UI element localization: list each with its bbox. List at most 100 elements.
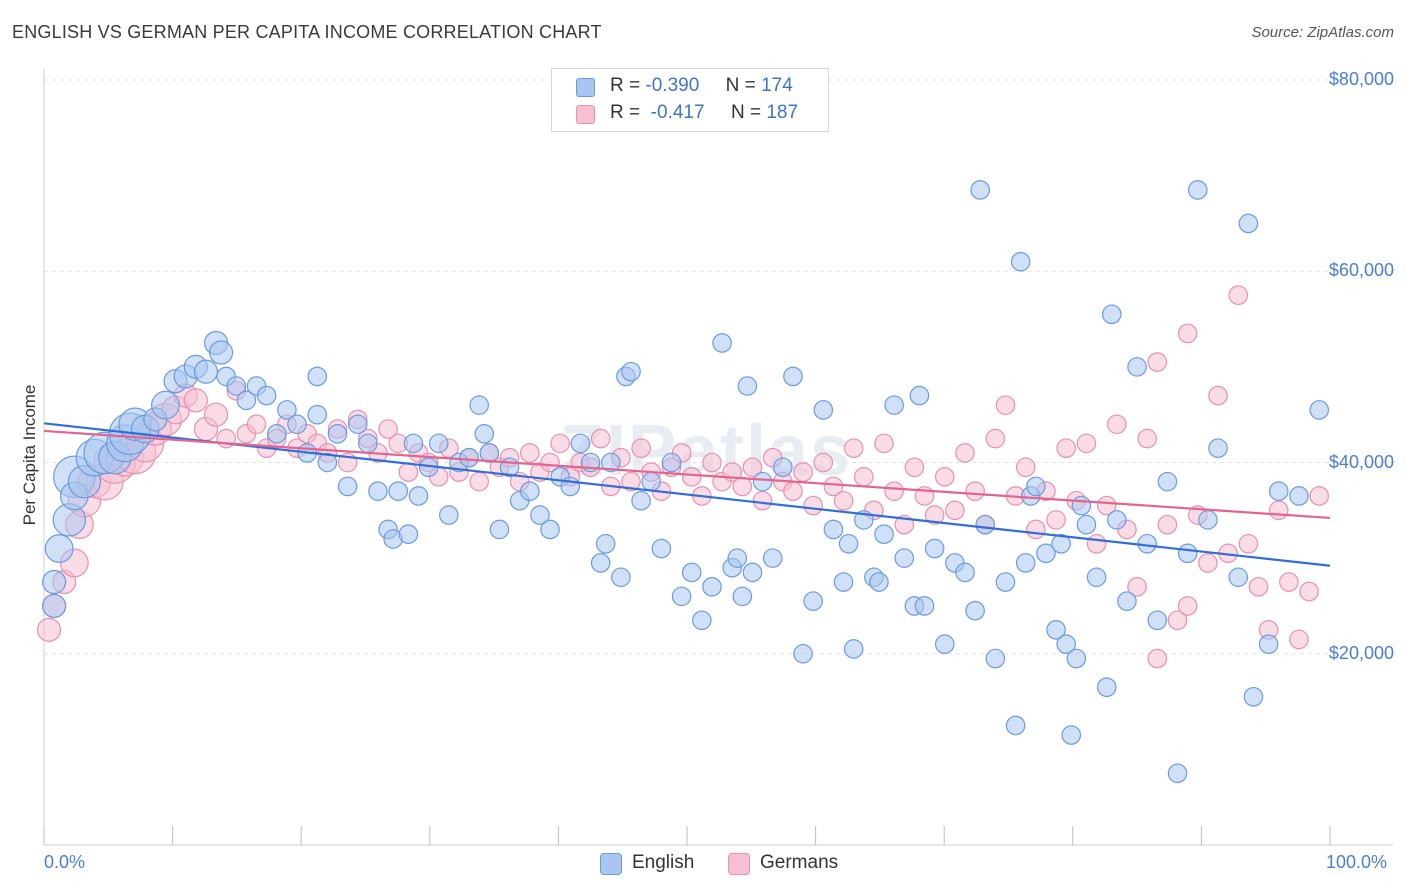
english-legend-swatch xyxy=(600,853,622,875)
english-point xyxy=(307,404,328,425)
y-tick-label: $80,000 xyxy=(1328,69,1394,89)
german-trend-line xyxy=(43,429,1331,520)
english-point xyxy=(287,414,307,435)
english-point xyxy=(1096,677,1117,698)
english-point xyxy=(1117,591,1137,611)
english-point xyxy=(1198,510,1218,530)
english-point xyxy=(641,471,662,492)
german-point xyxy=(1026,519,1046,540)
german-point xyxy=(783,481,803,501)
legend-r-label: R = xyxy=(610,102,641,123)
english-point xyxy=(934,634,955,654)
english-point xyxy=(970,180,990,200)
english-point xyxy=(995,572,1016,592)
english-point xyxy=(317,452,338,473)
english-point xyxy=(388,481,409,501)
german-point xyxy=(1268,500,1289,521)
english-point xyxy=(884,395,904,415)
german-point xyxy=(742,457,763,478)
german-point xyxy=(884,481,904,501)
german-point xyxy=(1299,581,1319,602)
german-point xyxy=(378,419,398,439)
english-point xyxy=(833,572,854,592)
english-point xyxy=(1061,725,1082,745)
english-point xyxy=(1076,514,1097,535)
german-point xyxy=(1177,596,1198,616)
english-point xyxy=(600,452,621,473)
english-point xyxy=(209,340,234,365)
english-point xyxy=(914,596,935,616)
german-point xyxy=(398,462,419,482)
trend-lines xyxy=(43,422,1331,567)
german-point xyxy=(843,438,864,458)
english-point xyxy=(1086,567,1107,588)
german-point xyxy=(1096,495,1117,516)
english-point xyxy=(590,553,611,573)
german-point xyxy=(793,462,813,482)
english-legend-label: English xyxy=(632,852,695,873)
english-point xyxy=(358,433,378,454)
german-point xyxy=(550,433,570,454)
english-point xyxy=(44,534,74,563)
english-point xyxy=(1167,763,1188,784)
german-point xyxy=(803,495,823,516)
english-point xyxy=(727,548,748,568)
english-point xyxy=(651,538,672,559)
german-point xyxy=(823,476,844,497)
german-point xyxy=(955,443,975,463)
english-point xyxy=(193,359,219,384)
english-point xyxy=(742,562,763,583)
german-points xyxy=(36,285,1330,669)
english-point xyxy=(540,519,560,540)
english-point xyxy=(277,400,297,420)
chart-source: Source: ZipAtlas.com xyxy=(1251,24,1394,41)
english-point xyxy=(469,395,489,415)
legend-r-value-germans: -0.417 xyxy=(650,102,705,123)
legend-n-label: N = xyxy=(725,75,756,96)
english-point xyxy=(838,533,859,554)
english-point xyxy=(1289,486,1309,506)
german-point xyxy=(519,443,540,463)
legend-n-value-germans: 187 xyxy=(766,102,799,123)
english-point xyxy=(1187,180,1208,200)
english-points xyxy=(42,180,1330,784)
english-point xyxy=(874,524,894,545)
german-point xyxy=(924,505,945,525)
german-point xyxy=(246,414,267,435)
english-point xyxy=(1127,357,1147,377)
german-point xyxy=(469,471,489,492)
german-point xyxy=(631,438,651,458)
germans-legend-label: Germans xyxy=(760,852,839,873)
english-point xyxy=(661,452,682,473)
english-point xyxy=(1015,553,1036,573)
german-point xyxy=(732,476,753,497)
english-point xyxy=(1101,304,1122,325)
german-point xyxy=(590,428,611,449)
x-tick-label-max: 100.0% xyxy=(1326,852,1388,872)
german-point xyxy=(1086,533,1107,554)
german-point xyxy=(1208,385,1228,406)
germans-legend-swatch xyxy=(728,853,750,875)
german-point xyxy=(1137,428,1157,449)
english-point xyxy=(1228,567,1249,588)
english-point xyxy=(1243,686,1264,707)
german-point xyxy=(853,467,874,487)
x-tick-label-min: 0.0% xyxy=(44,852,86,872)
english-point xyxy=(42,569,67,595)
english-point xyxy=(519,481,540,501)
english-point xyxy=(403,433,424,454)
english-point xyxy=(1005,715,1026,736)
german-point xyxy=(1157,514,1178,535)
german-point xyxy=(995,395,1016,415)
english-trend-line xyxy=(43,422,1331,567)
english-point xyxy=(256,385,277,406)
english-point xyxy=(1071,495,1092,516)
german-point xyxy=(1279,572,1299,592)
german-point xyxy=(752,490,773,511)
legend-r-label: R = xyxy=(610,75,641,96)
english-point xyxy=(337,476,358,497)
english-point xyxy=(909,385,930,406)
german-point xyxy=(1127,577,1147,597)
english-point xyxy=(692,610,712,631)
